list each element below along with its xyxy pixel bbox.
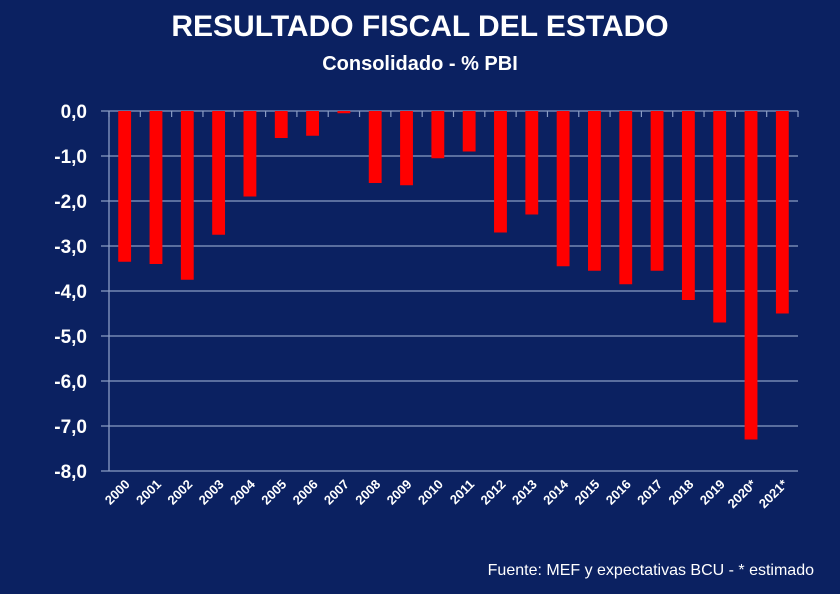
x-tick-label: 2021* [756, 476, 791, 511]
y-tick-label: -2,0 [54, 192, 87, 213]
bar-2010 [431, 111, 445, 159]
x-tick-label: 2011 [447, 477, 478, 508]
x-tick-label: 2005 [258, 477, 289, 508]
bar-2015 [588, 111, 601, 271]
x-tick-label: 2003 [196, 477, 227, 508]
y-tick-label: 0,0 [61, 102, 87, 123]
bar-2014 [556, 111, 570, 267]
bar-2009 [400, 111, 413, 186]
bar-2021 [775, 111, 789, 314]
bar-2019 [713, 111, 727, 323]
gridlines [101, 110, 798, 472]
x-tick-label: 2009 [384, 477, 415, 508]
x-tick-label: 2015 [571, 477, 602, 508]
bar-2018 [681, 111, 695, 300]
bar-2005 [274, 111, 288, 138]
y-tick-label: -8,0 [54, 462, 87, 483]
x-tick-label: 2016 [603, 477, 634, 508]
y-tick-label: -1,0 [54, 147, 87, 168]
y-tick-label: -5,0 [54, 327, 87, 348]
y-tick-label: -6,0 [54, 372, 87, 393]
bar-2013 [525, 111, 539, 215]
chart-title: RESULTADO FISCAL DEL ESTADO [171, 10, 669, 43]
bar-2008 [368, 111, 382, 183]
x-tick-label: 2004 [227, 476, 259, 508]
bar-2011 [462, 111, 476, 152]
x-tick-label: 2012 [478, 477, 509, 508]
bar-2003 [212, 111, 226, 235]
x-tick-label: 2014 [540, 476, 572, 508]
axes [108, 111, 799, 471]
bar-2016 [619, 111, 633, 285]
bar-2002 [180, 111, 194, 280]
bar-2017 [650, 111, 664, 271]
y-tick-label: -4,0 [54, 282, 87, 303]
x-tick-label: 2013 [509, 477, 540, 508]
bar-2006 [306, 111, 319, 136]
x-tick-label: 2002 [164, 477, 195, 508]
y-axis-labels: 0,0 -1,0 -2,0 -3,0 -4,0 -5,0 -6,0 -7,0 -8,0 [54, 102, 87, 483]
x-tick-label: 2008 [352, 477, 383, 508]
source-note: Fuente: MEF y expectativas BCU - * estim… [487, 562, 814, 579]
chart-subtitle: Consolidado - % PBI [322, 53, 518, 75]
y-tick-label: -3,0 [54, 237, 87, 258]
x-tick-label: 2006 [290, 477, 321, 508]
x-tick-label: 2001 [133, 477, 164, 508]
bar-2020 [744, 111, 758, 440]
x-tick-label: 2010 [415, 477, 446, 508]
bar-2004 [243, 111, 257, 197]
bars [118, 111, 789, 440]
y-tick-label: -7,0 [54, 417, 87, 438]
bar-2007 [337, 111, 351, 114]
x-tick-label: 2018 [665, 477, 696, 508]
x-tick-label: 2019 [697, 477, 728, 508]
x-axis-labels: 2000 2001 2002 2003 2004 2005 2006 2007 2008 2009… [102, 476, 791, 511]
x-tick-label: 2017 [634, 477, 665, 508]
x-tick-label: 2020* [725, 476, 760, 511]
bar-2001 [149, 111, 163, 264]
x-tick-label: 2000 [102, 477, 133, 508]
bar-2000 [118, 111, 132, 262]
x-tick-label: 2007 [321, 477, 352, 508]
bar-2012 [494, 111, 507, 233]
